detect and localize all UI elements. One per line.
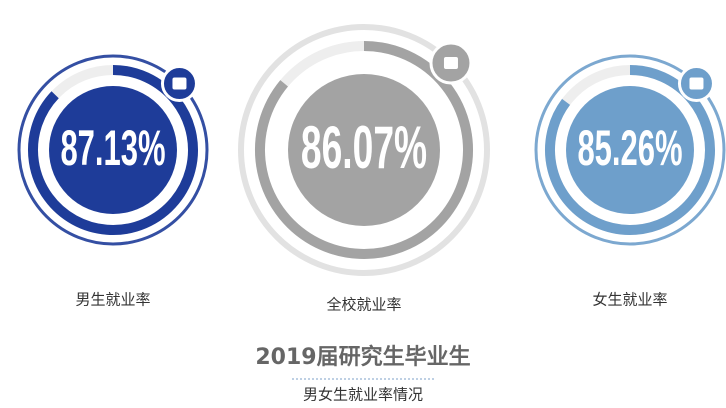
inner-disc [288,74,440,226]
inner-disc [49,86,177,214]
chart-title: 2019届研究生毕业生 [255,344,470,370]
chart-subtitle: 男女生就业率情况 [303,386,423,404]
value-label: 86.07% [301,114,427,181]
category-label: 女生就业率 [592,291,667,309]
outer-ring [534,54,726,246]
badge-icon [172,77,187,90]
value-label: 85.26% [577,120,682,176]
value-label: 87.13% [60,120,165,176]
outer-ring [238,24,490,276]
category-label: 男生就业率 [75,291,150,309]
category-label: 全校就业率 [326,296,401,314]
inner-disc [566,86,694,214]
badge-icon [443,57,458,70]
outer-ring [17,54,209,246]
badge-icon [689,77,704,90]
